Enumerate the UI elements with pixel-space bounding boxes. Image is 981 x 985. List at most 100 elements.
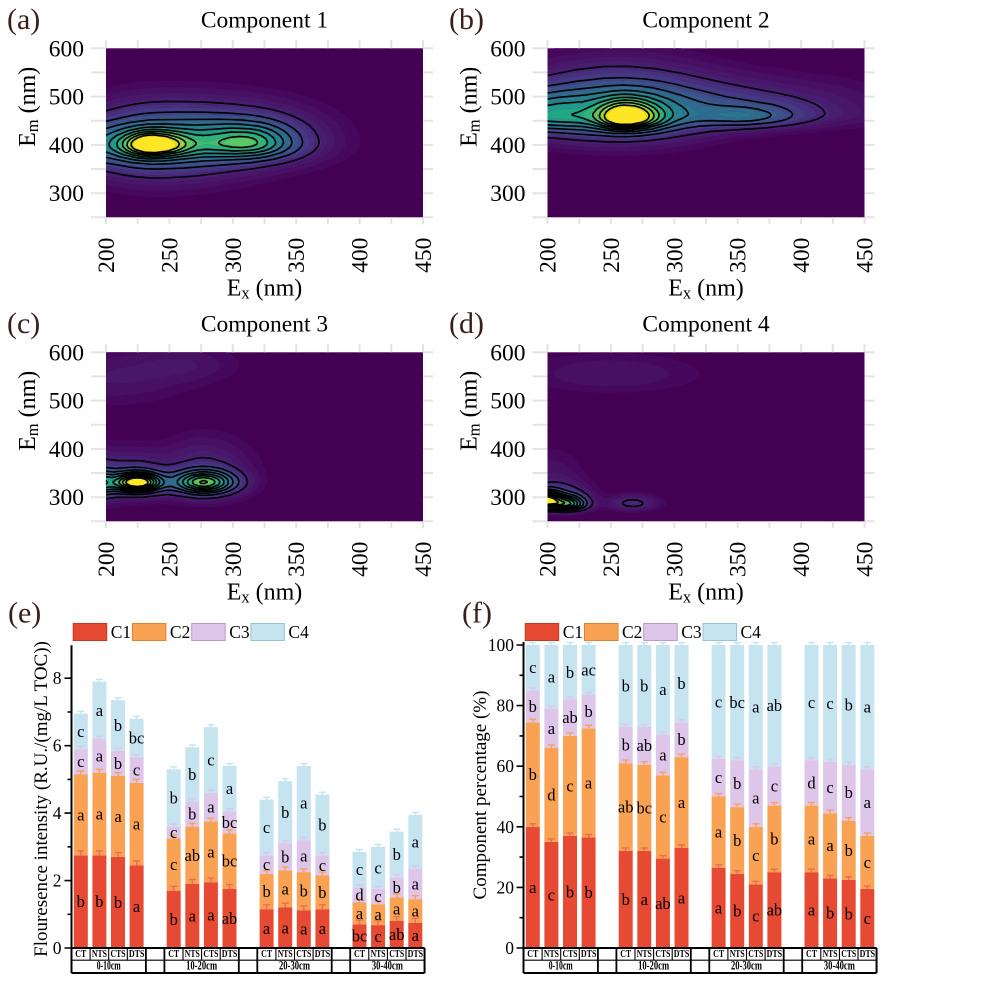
svg-text:a: a	[207, 906, 215, 925]
svg-text:Ex (nm): Ex (nm)	[668, 275, 744, 302]
svg-text:a: a	[114, 807, 122, 826]
svg-text:b: b	[640, 676, 648, 695]
svg-text:10-20cm: 10-20cm	[638, 959, 669, 973]
svg-text:Ex (nm): Ex (nm)	[227, 579, 303, 606]
svg-text:(d): (d)	[449, 307, 484, 340]
svg-text:bc: bc	[222, 813, 238, 832]
svg-text:c: c	[77, 722, 84, 741]
svg-text:b: b	[262, 882, 270, 901]
svg-text:CTS: CTS	[389, 948, 404, 960]
svg-text:200: 200	[536, 542, 562, 577]
svg-text:400: 400	[789, 542, 815, 577]
svg-text:300: 300	[490, 485, 525, 511]
svg-text:CT: CT	[168, 948, 179, 960]
svg-text:300: 300	[662, 542, 688, 577]
svg-text:b: b	[733, 831, 741, 850]
svg-text:400: 400	[49, 437, 84, 463]
svg-text:c: c	[548, 886, 555, 905]
svg-text:CTS: CTS	[296, 948, 311, 960]
svg-text:2: 2	[53, 871, 62, 891]
svg-text:500: 500	[49, 389, 84, 415]
svg-text:(a): (a)	[7, 3, 40, 36]
svg-text:a: a	[300, 794, 308, 813]
svg-text:a: a	[133, 897, 141, 916]
svg-text:b: b	[733, 774, 741, 793]
svg-text:300: 300	[221, 238, 247, 273]
svg-text:b: b	[188, 805, 196, 824]
svg-text:400: 400	[490, 133, 525, 159]
svg-text:NTS: NTS	[371, 948, 386, 960]
svg-text:CTS: CTS	[841, 948, 856, 960]
svg-text:a: a	[300, 920, 308, 939]
svg-text:c: c	[77, 752, 84, 771]
svg-text:c: c	[771, 776, 778, 795]
svg-text:b: b	[114, 716, 122, 735]
svg-text:c: c	[864, 853, 871, 872]
svg-text:b: b	[826, 904, 834, 923]
svg-text:350: 350	[726, 238, 752, 273]
svg-text:500: 500	[49, 85, 84, 111]
svg-text:CT: CT	[75, 948, 86, 960]
svg-text:b: b	[584, 702, 592, 721]
svg-text:NTS: NTS	[185, 948, 200, 960]
svg-text:c: c	[864, 909, 871, 928]
svg-text:c: c	[529, 658, 536, 677]
svg-text:bc: bc	[729, 693, 745, 712]
svg-text:a: a	[585, 773, 593, 792]
svg-text:b: b	[170, 910, 178, 929]
svg-text:ab: ab	[637, 736, 653, 755]
svg-text:a: a	[393, 900, 401, 919]
svg-text:CTS: CTS	[203, 948, 218, 960]
svg-text:c: c	[826, 694, 833, 713]
svg-text:DTS: DTS	[315, 948, 331, 960]
svg-text:a: a	[826, 836, 834, 855]
svg-text:b: b	[393, 878, 401, 897]
svg-text:a: a	[226, 779, 234, 798]
svg-text:ab: ab	[618, 798, 634, 817]
svg-text:a: a	[133, 815, 141, 834]
svg-text:bc: bc	[222, 852, 238, 871]
svg-text:b: b	[281, 848, 289, 867]
svg-text:a: a	[641, 890, 649, 909]
svg-text:Component 3: Component 3	[201, 311, 328, 337]
svg-text:450: 450	[411, 542, 437, 577]
svg-text:100: 100	[488, 635, 515, 655]
svg-text:CT: CT	[261, 948, 272, 960]
svg-text:c: c	[319, 856, 326, 875]
svg-text:a: a	[864, 698, 872, 717]
svg-text:400: 400	[789, 238, 815, 273]
svg-text:Component percentage (%): Component percentage (%)	[470, 691, 491, 900]
svg-text:b: b	[566, 663, 574, 682]
svg-text:a: a	[412, 901, 420, 920]
svg-text:b: b	[622, 676, 630, 695]
svg-text:CT: CT	[713, 948, 724, 960]
svg-text:a: a	[282, 918, 290, 937]
svg-text:CTS: CTS	[111, 948, 126, 960]
svg-text:NTS: NTS	[278, 948, 293, 960]
svg-text:300: 300	[221, 542, 247, 577]
svg-text:CT: CT	[620, 948, 631, 960]
svg-text:c: c	[808, 693, 815, 712]
svg-text:d: d	[807, 773, 816, 792]
svg-text:a: a	[263, 919, 271, 938]
svg-text:CT: CT	[527, 948, 538, 960]
svg-text:30-40cm: 30-40cm	[824, 959, 855, 973]
svg-text:400: 400	[49, 133, 84, 159]
svg-text:c: c	[374, 858, 381, 877]
svg-text:c: c	[356, 860, 363, 879]
svg-text:Flouresence intensity (R.U./(m: Flouresence intensity (R.U./(mg/L TOC))	[31, 641, 52, 957]
svg-text:C4: C4	[741, 622, 762, 642]
svg-text:NTS: NTS	[823, 948, 838, 960]
svg-text:b: b	[318, 883, 326, 902]
svg-text:a: a	[374, 905, 382, 924]
svg-text:350: 350	[284, 238, 310, 273]
svg-text:300: 300	[49, 485, 84, 511]
svg-text:ab: ab	[185, 846, 201, 865]
svg-text:a: a	[752, 789, 760, 808]
svg-text:DTS: DTS	[767, 948, 783, 960]
svg-text:500: 500	[490, 389, 525, 415]
svg-text:a: a	[752, 698, 760, 717]
svg-text:c: c	[170, 855, 177, 874]
svg-text:600: 600	[490, 340, 525, 366]
svg-text:b: b	[188, 765, 196, 784]
